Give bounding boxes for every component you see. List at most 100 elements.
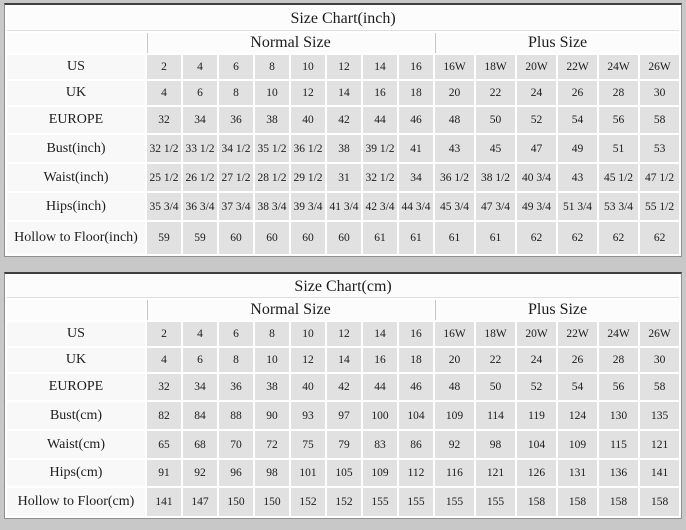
size-value-cell: 54	[558, 374, 597, 400]
size-value-cell: 22W	[558, 322, 597, 346]
size-value-cell: 40	[291, 107, 325, 133]
size-value-cell: 114	[476, 402, 515, 429]
size-value-cell: 32	[147, 107, 181, 133]
size-value-cell: 37 3/4	[219, 193, 253, 220]
size-value-cell: 4	[147, 81, 181, 105]
size-value-cell: 38	[255, 374, 289, 400]
size-value-cell: 59	[147, 222, 181, 254]
size-value-cell: 16	[399, 55, 433, 79]
size-value-cell: 20	[435, 348, 474, 372]
size-value-cell: 47 1/2	[640, 164, 680, 191]
size-value-cell: 42 3/4	[363, 193, 397, 220]
size-value-cell: 93	[291, 402, 325, 429]
size-value-cell: 104	[517, 431, 556, 458]
size-value-cell: 12	[327, 55, 361, 79]
size-value-cell: 65	[147, 431, 181, 458]
row-label: US	[7, 55, 145, 79]
size-value-cell: 24	[517, 348, 556, 372]
size-value-cell: 12	[291, 348, 325, 372]
size-value-cell: 14	[363, 322, 397, 346]
size-value-cell: 136	[599, 460, 638, 486]
size-value-cell: 45 1/2	[599, 164, 638, 191]
size-value-cell: 54	[558, 107, 597, 133]
size-value-cell: 62	[640, 222, 680, 254]
size-value-cell: 42	[327, 374, 361, 400]
size-value-cell: 26 1/2	[183, 164, 217, 191]
size-value-cell: 44	[363, 374, 397, 400]
size-value-cell: 6	[219, 322, 253, 346]
size-value-cell: 90	[255, 402, 289, 429]
size-value-cell: 152	[327, 488, 361, 516]
size-value-cell: 36	[219, 374, 253, 400]
row-label: Bust(inch)	[7, 135, 145, 162]
size-value-cell: 135	[640, 402, 680, 429]
size-value-cell: 119	[517, 402, 556, 429]
size-value-cell: 18W	[476, 322, 515, 346]
size-value-cell: 70	[219, 431, 253, 458]
size-value-cell: 6	[183, 348, 217, 372]
size-value-cell: 61	[363, 222, 397, 254]
size-value-cell: 10	[255, 81, 289, 105]
size-value-cell: 61	[435, 222, 474, 254]
size-value-cell: 48	[435, 374, 474, 400]
size-value-cell: 32 1/2	[363, 164, 397, 191]
size-value-cell: 28	[599, 81, 638, 105]
size-value-cell: 2	[147, 322, 181, 346]
size-value-cell: 20W	[517, 55, 556, 79]
size-value-cell: 53 3/4	[599, 193, 638, 220]
size-value-cell: 28	[599, 348, 638, 372]
row-label: EUROPE	[7, 374, 145, 400]
size-value-cell: 86	[399, 431, 433, 458]
size-value-cell: 50	[476, 374, 515, 400]
size-value-cell: 115	[599, 431, 638, 458]
size-value-cell: 62	[599, 222, 638, 254]
size-value-cell: 14	[363, 55, 397, 79]
plus-size-header: Plus Size	[435, 300, 680, 320]
size-value-cell: 47	[517, 135, 556, 162]
table-row: Hips(inch) 35 3/4 36 3/4 37 3/4 38 3/4 39 3/4…	[7, 193, 680, 220]
size-value-cell: 40	[291, 374, 325, 400]
size-value-cell: 36 1/2	[435, 164, 474, 191]
size-value-cell: 147	[183, 488, 217, 516]
size-value-cell: 25 1/2	[147, 164, 181, 191]
size-value-cell: 36	[219, 107, 253, 133]
normal-size-header: Normal Size	[147, 33, 433, 53]
table-row: US 2 4 6 8 10 12 14 16 16W 18W 20W 22W 24W 26W	[7, 322, 680, 346]
size-value-cell: 61	[476, 222, 515, 254]
table-row: Hollow to Floor(inch) 59 59 60 60 60 60 61 61 61 6…	[7, 222, 680, 254]
size-value-cell: 8	[219, 81, 253, 105]
size-value-cell: 56	[599, 374, 638, 400]
size-value-cell: 68	[183, 431, 217, 458]
title-row: Size Chart(inch)	[7, 7, 680, 31]
size-value-cell: 38	[255, 107, 289, 133]
size-value-cell: 50	[476, 107, 515, 133]
size-value-cell: 92	[435, 431, 474, 458]
size-value-cell: 109	[558, 431, 597, 458]
size-value-cell: 43	[435, 135, 474, 162]
size-value-cell: 2	[147, 55, 181, 79]
size-value-cell: 51	[599, 135, 638, 162]
size-value-cell: 98	[255, 460, 289, 486]
size-value-cell: 52	[517, 374, 556, 400]
size-value-cell: 92	[183, 460, 217, 486]
row-label: EUROPE	[7, 107, 145, 133]
size-value-cell: 24W	[599, 322, 638, 346]
size-value-cell: 20W	[517, 322, 556, 346]
table-row: Waist(cm) 65 68 70 72 75 79 83 86 92 98 104 109 115 12…	[7, 431, 680, 458]
size-value-cell: 18	[399, 348, 433, 372]
size-value-cell: 158	[640, 488, 680, 516]
size-value-cell: 158	[599, 488, 638, 516]
row-label: Hips(cm)	[7, 460, 145, 486]
size-value-cell: 24W	[599, 55, 638, 79]
size-value-cell: 44 3/4	[399, 193, 433, 220]
table-row: Hollow to Floor(cm) 141 147 150 150 152 152 155…	[7, 488, 680, 516]
size-value-cell: 39 1/2	[363, 135, 397, 162]
size-value-cell: 18	[399, 81, 433, 105]
size-value-cell: 16	[363, 81, 397, 105]
size-value-cell: 30	[640, 81, 680, 105]
row-label: Waist(inch)	[7, 164, 145, 191]
size-value-cell: 4	[183, 322, 217, 346]
size-value-cell: 53	[640, 135, 680, 162]
size-value-cell: 41 3/4	[327, 193, 361, 220]
size-value-cell: 10	[291, 55, 325, 79]
